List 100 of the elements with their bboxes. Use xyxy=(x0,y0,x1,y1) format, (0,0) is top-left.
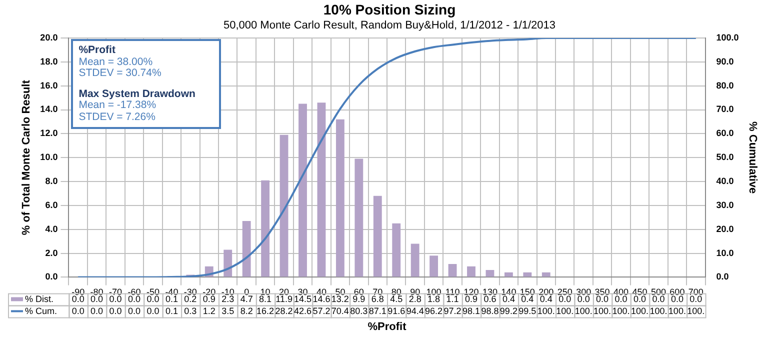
data-label: 8.2 xyxy=(240,306,253,316)
y2-tick-label: 40.0 xyxy=(716,176,734,186)
data-label: 70.4 xyxy=(331,306,349,316)
data-label: 0.0 xyxy=(109,294,122,304)
data-label: 98.1 xyxy=(462,306,480,316)
bar xyxy=(542,272,550,277)
data-label: 8.1 xyxy=(259,294,272,304)
chart-subtitle: 50,000 Monte Carlo Result, Random Buy&Hold, 1/1/2012 - 1/1/2013 xyxy=(223,19,556,32)
data-label: 0.0 xyxy=(577,294,590,304)
data-label: 99.2 xyxy=(500,306,518,316)
y2-tick-label: 0.0 xyxy=(716,272,729,282)
bar xyxy=(298,104,307,277)
annotation: %Profit Mean = 38.00% STDEV = 30.74% xyxy=(78,44,162,80)
bar xyxy=(336,119,344,277)
data-label: 0.0 xyxy=(128,306,141,316)
bar xyxy=(373,196,382,277)
y2-tick-label: 50.0 xyxy=(716,152,734,162)
bar xyxy=(523,272,532,277)
bar xyxy=(504,272,513,277)
data-label: 0.0 xyxy=(596,294,609,304)
data-label: 100. xyxy=(650,306,668,316)
y2-tick-label: 20.0 xyxy=(716,224,734,234)
data-label: 1.8 xyxy=(428,294,440,304)
bar xyxy=(261,180,270,277)
data-label: 0.0 xyxy=(146,306,160,316)
data-label: 0.2 xyxy=(184,294,197,304)
data-label: 100. xyxy=(594,306,612,316)
data-label: 100. xyxy=(668,306,686,316)
data-label: 11.9 xyxy=(276,294,292,304)
data-label: 0.0 xyxy=(90,306,104,316)
data-label: 14.5 xyxy=(294,294,312,304)
data-label: 0.1 xyxy=(165,306,178,316)
y-tick-label: 8.0 xyxy=(45,176,58,186)
y-tick-label: 18.0 xyxy=(40,56,58,66)
data-label: 97.2 xyxy=(444,306,462,316)
y-tick-label: 12.0 xyxy=(40,128,58,138)
data-label: 0.0 xyxy=(109,306,122,316)
data-label: 14.6 xyxy=(312,294,330,304)
data-label: 0.9 xyxy=(464,294,478,304)
data-label: 13.2 xyxy=(331,294,349,304)
bar xyxy=(467,266,476,277)
data-label: 4.7 xyxy=(240,294,253,304)
data-label: 4.5 xyxy=(390,294,403,304)
annotation: Max System Drawdown Mean = -17.38% STDEV = 7.26% xyxy=(78,88,196,123)
y-tick-label: 4.0 xyxy=(45,224,58,234)
data-label: 0.0 xyxy=(614,294,628,304)
legend-label: % Dist. xyxy=(25,294,54,304)
y2-axis-title: % Cumulative xyxy=(746,122,758,194)
data-label: 0.0 xyxy=(90,294,104,304)
data-label: 3.5 xyxy=(222,306,234,316)
data-label: 0.0 xyxy=(72,294,84,304)
data-label: 100. xyxy=(687,306,705,316)
data-label: 2.8 xyxy=(408,294,422,304)
data-label: 80.3 xyxy=(350,306,368,316)
data-label: 100. xyxy=(630,306,649,316)
data-label: 98.8 xyxy=(481,306,499,316)
data-label: 99.5 xyxy=(518,306,536,316)
data-label: 0.4 xyxy=(540,294,552,304)
y-tick-label: 10.0 xyxy=(40,152,58,162)
data-label: 57.2 xyxy=(312,306,330,316)
y2-tick-label: 70.0 xyxy=(716,104,734,114)
bar xyxy=(242,220,251,277)
bar xyxy=(354,158,364,277)
data-label: 1.1 xyxy=(446,294,459,304)
bar xyxy=(410,244,420,277)
bar xyxy=(486,270,494,277)
y-tick-label: 14.0 xyxy=(40,104,58,114)
data-label: 0.0 xyxy=(633,294,646,304)
data-label: 0.3 xyxy=(184,306,197,316)
y-tick-label: 16.0 xyxy=(40,80,58,90)
data-label: 9.9 xyxy=(352,294,366,304)
data-label: 0.4 xyxy=(521,294,534,304)
data-label: 100. xyxy=(612,306,630,316)
bar xyxy=(224,250,232,277)
bar xyxy=(392,223,401,277)
data-label: 0.0 xyxy=(128,294,141,304)
data-label: 0.6 xyxy=(484,294,496,304)
data-label: 42.6 xyxy=(294,306,312,316)
legend-label: % Cum. xyxy=(25,306,58,316)
data-label: 94.4 xyxy=(406,306,424,316)
line-series xyxy=(77,38,697,278)
y2-tick-label: 30.0 xyxy=(716,200,734,210)
data-label: 100. xyxy=(556,306,574,316)
chart-title: 10% Position Sizing xyxy=(323,1,456,18)
data-label: 1.2 xyxy=(202,306,216,316)
y2-tick-label: 60.0 xyxy=(716,128,734,138)
y-tick-label: 6.0 xyxy=(45,200,58,210)
data-label: 0.0 xyxy=(72,306,84,316)
y2-tick-label: 100.0 xyxy=(716,32,739,42)
y-axis-title: % of Total Monte Carlo Result xyxy=(20,80,33,236)
x-axis-title: %Profit xyxy=(368,321,407,334)
y2-tick-label: 80.0 xyxy=(716,80,734,90)
bar xyxy=(317,102,326,277)
data-label: 6.8 xyxy=(371,294,384,304)
data-label: 87.1 xyxy=(368,306,386,316)
data-label: 100. xyxy=(574,306,592,316)
y2-tick-label: 90.0 xyxy=(716,56,734,66)
data-label: 0.0 xyxy=(146,294,160,304)
data-label: 0.9 xyxy=(202,294,216,304)
data-label: 0.0 xyxy=(690,294,702,304)
